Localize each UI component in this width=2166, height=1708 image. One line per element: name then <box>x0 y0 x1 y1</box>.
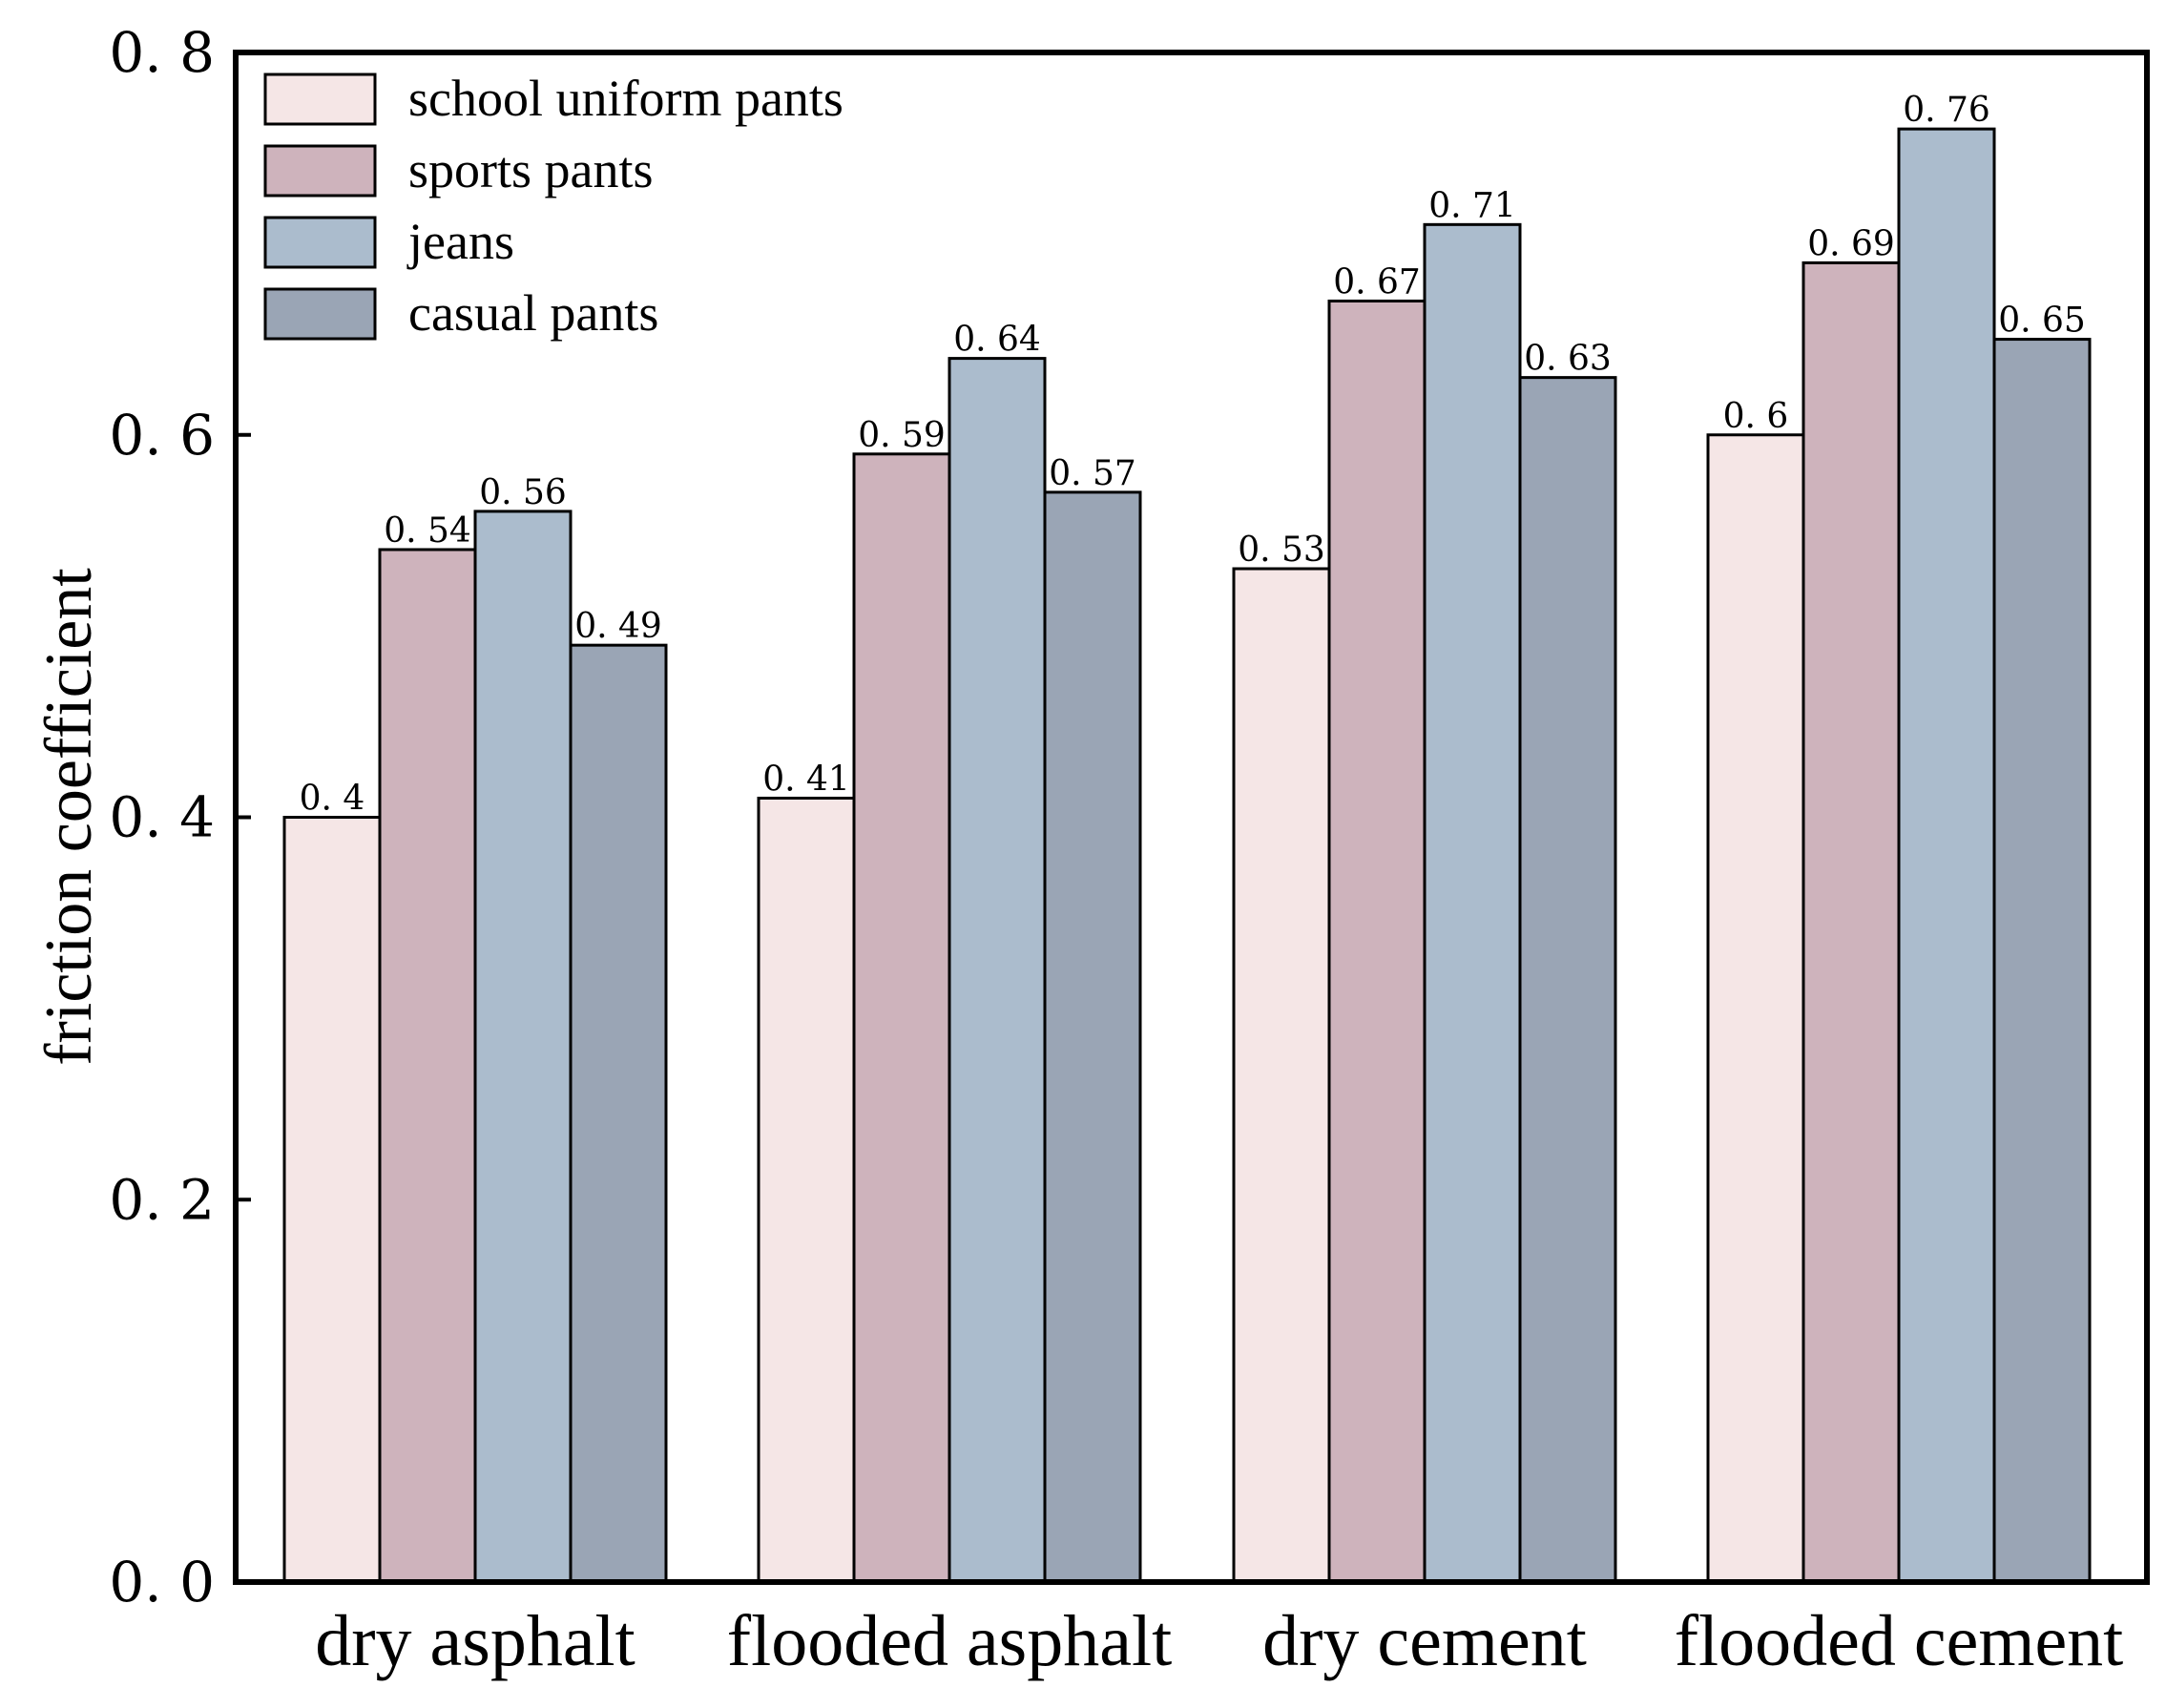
data-label: 0. 57 <box>1049 454 1136 493</box>
data-label: 0. 65 <box>1998 302 2086 341</box>
bar-casual-pants-flooded-asphalt <box>1043 490 1142 1584</box>
x-category-label: flooded asphalt <box>727 1601 1172 1681</box>
y-tick-label: 0. 6 <box>109 403 215 468</box>
legend-label: school uniform pants <box>408 70 843 127</box>
data-label: 0. 67 <box>1333 262 1421 302</box>
data-label: 0. 69 <box>1807 224 1895 263</box>
bar-jeans-dry-cement <box>1423 222 1522 1584</box>
bar-sports-pants-flooded-cement <box>1802 260 1901 1584</box>
x-category-label: flooded cement <box>1675 1601 2124 1681</box>
legend-label: sports pants <box>408 141 654 198</box>
bars-group <box>282 127 2092 1584</box>
data-label: 0. 56 <box>479 473 567 512</box>
bar-casual-pants-dry-asphalt <box>569 643 668 1584</box>
data-label: 0. 6 <box>1723 397 1789 436</box>
bar-casual-pants-flooded-cement <box>1992 338 2092 1584</box>
data-label: 0. 53 <box>1238 531 1325 570</box>
data-label: 0. 76 <box>1903 91 1990 130</box>
x-category-label: dry cement <box>1262 1601 1587 1681</box>
legend-label: casual pants <box>408 284 658 342</box>
legend-swatch <box>263 144 377 198</box>
data-label: 0. 63 <box>1524 340 1612 379</box>
data-label: 0. 64 <box>953 321 1041 360</box>
bar-sports-pants-dry-cement <box>1327 299 1427 1584</box>
data-label: 0. 41 <box>762 760 850 799</box>
data-label: 0. 54 <box>384 511 471 551</box>
y-tick-label: 0. 4 <box>109 785 215 850</box>
bar-school-uniform-pants-flooded-cement <box>1706 433 1805 1584</box>
bar-school-uniform-pants-dry-cement <box>1232 567 1331 1584</box>
x-axis: dry asphalt flooded asphalt dry cement floo… <box>315 1601 2123 1681</box>
y-axis-title: friction coefficient <box>32 568 106 1066</box>
data-label: 0. 49 <box>574 607 662 646</box>
y-tick-label: 0. 8 <box>109 20 215 85</box>
legend-label: jeans <box>406 213 514 270</box>
bar-school-uniform-pants-dry-asphalt <box>282 816 382 1584</box>
data-label: 0. 71 <box>1428 186 1516 225</box>
y-axis: 0. 0 0. 2 0. 4 0. 6 0. 8 <box>109 20 251 1614</box>
data-label: 0. 59 <box>858 416 946 455</box>
y-tick-label: 0. 2 <box>109 1167 215 1232</box>
legend-swatch <box>263 287 377 341</box>
bar-casual-pants-dry-cement <box>1518 376 1617 1584</box>
legend: school uniform pants sports pants jeans cas… <box>263 70 843 342</box>
y-tick-label: 0. 0 <box>109 1550 215 1614</box>
data-label: 0. 4 <box>300 780 365 819</box>
x-category-label: dry asphalt <box>315 1601 635 1681</box>
bar-jeans-flooded-asphalt <box>948 357 1047 1584</box>
bar-sports-pants-dry-asphalt <box>378 548 477 1584</box>
bar-jeans-dry-asphalt <box>473 510 573 1584</box>
legend-swatch <box>263 216 377 269</box>
bar-sports-pants-flooded-asphalt <box>852 452 951 1584</box>
bar-jeans-flooded-cement <box>1897 127 1996 1584</box>
bar-school-uniform-pants-flooded-asphalt <box>757 796 856 1584</box>
legend-swatch <box>263 73 377 126</box>
data-labels-group: 0. 4 0. 540. 56 0. 49 0. 41 0. 59 0. 64 0. 57 0… <box>300 91 2086 818</box>
